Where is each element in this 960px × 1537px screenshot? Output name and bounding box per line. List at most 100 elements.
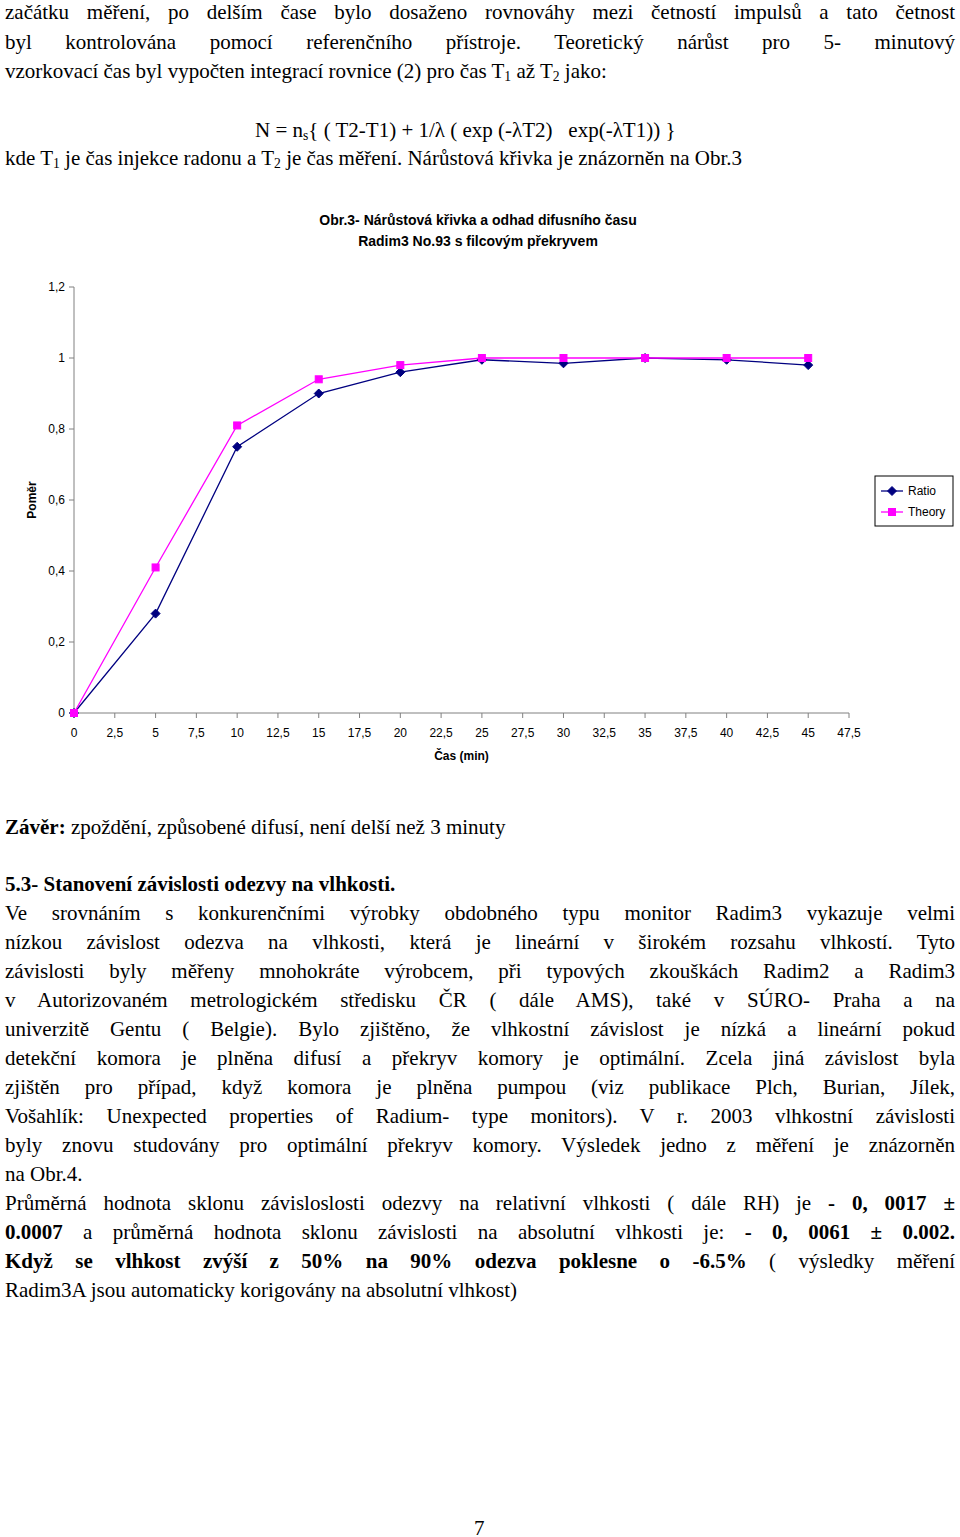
text-run: { ( T2-T1) + 1/λ ( exp (-λT2) exp(-λT1))… [308, 118, 675, 142]
y-tick [69, 287, 74, 288]
body-line: Průměrná hodnota sklonu závisloslosti od… [5, 1190, 955, 1216]
marker [477, 355, 486, 364]
x-tick [685, 713, 686, 718]
body-line: Vošahlík: Unexpected properties of Radiu… [5, 1103, 955, 1129]
subscript: 1 [53, 156, 60, 171]
x-tick [563, 713, 564, 718]
text-run: začátku měření, po delším čase bylo dosa… [5, 0, 955, 24]
text-run: závislosti byly měřeny mnohokráte výrobc… [5, 959, 955, 983]
text-run: nízkou závislost odezva na vlhkosti, kte… [5, 930, 955, 954]
marker [397, 362, 404, 369]
x-tick-label: 30 [557, 726, 571, 740]
y-axis-title: Poměr [25, 481, 39, 519]
x-tick-label: 22,5 [429, 726, 453, 740]
subscript: 2 [553, 69, 560, 84]
x-tick [441, 713, 442, 718]
x-tick [849, 713, 850, 718]
x-tick [604, 713, 605, 718]
marker [478, 355, 485, 362]
plot-area [70, 354, 813, 718]
x-tick [400, 713, 401, 718]
chart: Obr.3- Nárůstová křivka a odhad difusníh… [0, 0, 960, 1537]
x-tick-label: 42,5 [756, 726, 780, 740]
body-line: zjištěn pro případ, když komora je plněn… [5, 1074, 955, 1100]
text-run: byl kontrolována pomocí referenčního pří… [5, 30, 955, 54]
x-tick-label: 45 [802, 726, 816, 740]
marker [560, 355, 567, 362]
x-tick-label: 7,5 [188, 726, 205, 740]
x-tick-label: 27,5 [511, 726, 535, 740]
text-run: na Obr.4. [5, 1162, 83, 1186]
marker [151, 609, 160, 618]
marker [70, 709, 79, 718]
y-tick-label: 0,8 [48, 422, 65, 436]
series-line [74, 358, 808, 713]
y-tick-label: 1,2 [48, 280, 65, 294]
x-tick [481, 713, 482, 718]
marker [71, 710, 78, 717]
text-run: Průměrná hodnota sklonu závisloslosti od… [5, 1191, 828, 1215]
text-run: vzorkovací čas byl vypočten integrací ro… [5, 59, 504, 83]
text-line: kde T1 je čas injekce radonu a T2 je čas… [5, 145, 742, 171]
y-tick-label: 0,2 [48, 635, 65, 649]
text-run: ( výsledky měření [747, 1249, 955, 1273]
x-tick [645, 713, 646, 718]
formula: N = ns{ ( T2-T1) + 1/λ ( exp (-λT2) exp(… [255, 117, 675, 143]
marker [888, 487, 897, 496]
y-tick [69, 429, 74, 430]
y-tick-label: 0 [58, 706, 65, 720]
text-run: v Autorizovaném metrologickém středisku … [5, 988, 955, 1012]
text-run: univerzitě Gentu ( Belgie). Bylo zjištěn… [5, 1017, 955, 1041]
marker [722, 355, 731, 364]
x-tick-label: 12,5 [266, 726, 290, 740]
x-tick-label: 35 [638, 726, 652, 740]
text-run: jako: [560, 59, 607, 83]
text-run: je čas měření. Nárůstová křivka je znázo… [281, 146, 742, 170]
x-tick-label: 32,5 [593, 726, 617, 740]
x-tick [522, 713, 523, 718]
x-tick [808, 713, 809, 718]
chart-subtitle: Radim3 No.93 s filcovým překryvem [358, 233, 598, 249]
conclusion: Závěr: zpoždění, způsobené difusí, není … [5, 814, 505, 840]
body-line: v Autorizovaném metrologickém středisku … [5, 987, 955, 1013]
intro-line: začátku měření, po delším čase bylo dosa… [5, 0, 955, 25]
x-tick-label: 47,5 [837, 726, 861, 740]
body-line: nízkou závislost odezva na vlhkosti, kte… [5, 929, 955, 955]
body-line: byly znovu studovány pro optimální překr… [5, 1132, 955, 1158]
x-tick [196, 713, 197, 718]
text-run: zjištěn pro případ, když komora je plněn… [5, 1075, 955, 1099]
marker [641, 354, 650, 363]
y-tick-label: 0,4 [48, 564, 65, 578]
subscript: 1 [504, 69, 511, 84]
x-tick [726, 713, 727, 718]
text-run: je čas injekce radonu a T [60, 146, 274, 170]
x-tick-label: 0 [71, 726, 78, 740]
marker [233, 442, 242, 451]
body-line: Ve srovnáním s konkurenčními výrobky obd… [5, 900, 955, 926]
x-tick-label: 25 [475, 726, 489, 740]
body-line: závislosti byly měřeny mnohokráte výrobc… [5, 958, 955, 984]
marker [642, 355, 649, 362]
text-run: - 0, 0061 ± 0.002. [745, 1220, 955, 1244]
marker [805, 355, 812, 362]
intro-line: byl kontrolována pomocí referenčního pří… [5, 29, 955, 55]
subscript: 2 [274, 156, 281, 171]
legend: RatioTheory [875, 476, 953, 526]
marker [889, 509, 896, 516]
x-tick [237, 713, 238, 718]
marker [152, 564, 159, 571]
legend-label: Ratio [908, 484, 936, 498]
text-run: detekční komora je plněna difusí a překr… [5, 1046, 955, 1070]
x-tick [318, 713, 319, 718]
body-line: detekční komora je plněna difusí a překr… [5, 1045, 955, 1071]
text-run: zpoždění, způsobené difusí, není delší n… [66, 815, 506, 839]
section-heading: 5.3- Stanovení závislosti odezvy na vlhk… [5, 871, 395, 897]
chart-title: Obr.3- Nárůstová křivka a odhad difusníh… [319, 212, 636, 228]
body-line: univerzitě Gentu ( Belgie). Bylo zjištěn… [5, 1016, 955, 1042]
x-tick-label: 2,5 [106, 726, 123, 740]
x-tick [277, 713, 278, 718]
marker [315, 376, 322, 383]
subscript: s [303, 128, 308, 143]
x-tick-label: 37,5 [674, 726, 698, 740]
series-line [74, 358, 808, 713]
